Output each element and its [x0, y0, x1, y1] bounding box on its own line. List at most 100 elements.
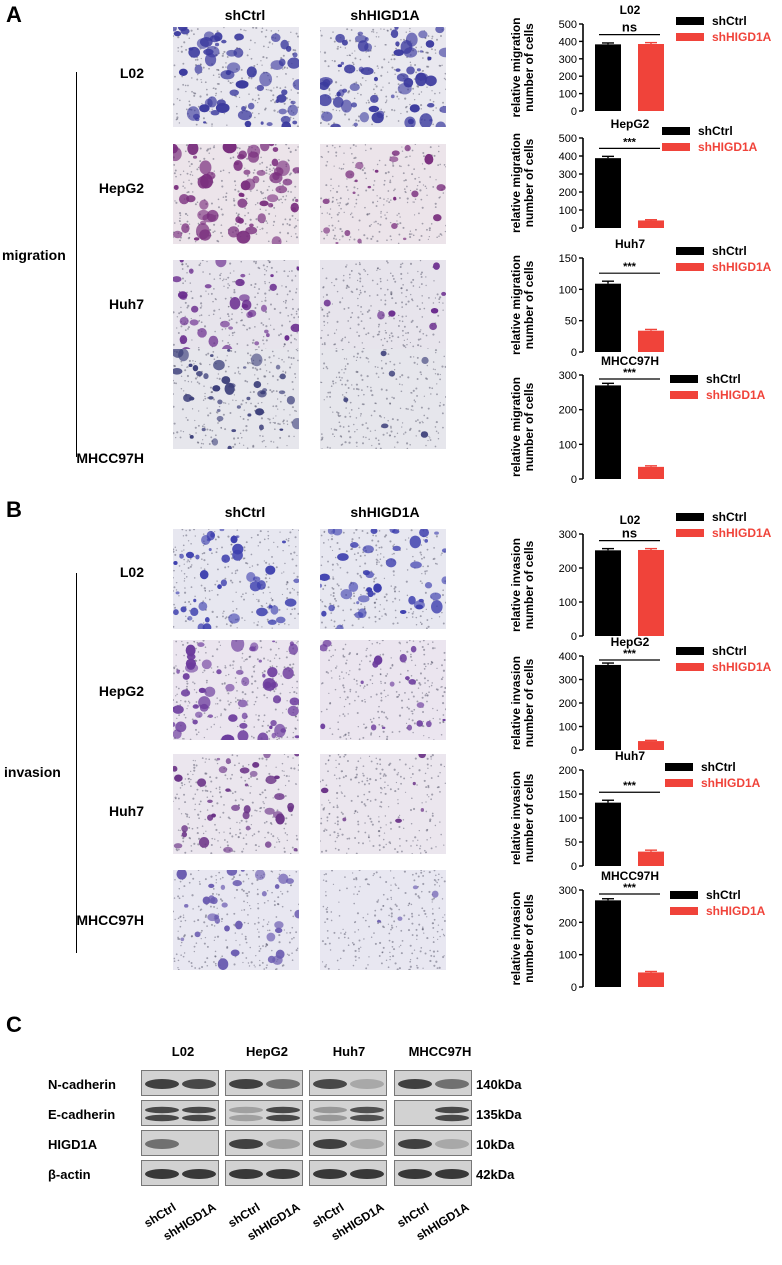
- bar: [638, 220, 664, 228]
- significance-label: ***: [623, 367, 637, 379]
- y-tick-label: 500: [559, 19, 577, 31]
- wb-blot-strip: [309, 1100, 387, 1126]
- y-tick-label: 300: [559, 529, 577, 541]
- chart-title: MHCC97H: [601, 869, 659, 883]
- y-tick-label: 100: [559, 597, 577, 609]
- wb-band: [398, 1139, 432, 1149]
- wb-band: [266, 1169, 300, 1179]
- y-tick-label: 300: [559, 370, 577, 382]
- wb-band: [266, 1139, 300, 1149]
- legend-swatch: [676, 647, 704, 655]
- wb-blot-strip: [394, 1130, 472, 1156]
- chart-title: HepG2: [611, 635, 650, 649]
- wb-band: [266, 1079, 300, 1089]
- y-tick-label: 300: [559, 675, 577, 687]
- legend-label: shHIGD1A: [706, 388, 766, 402]
- wb-band: [182, 1115, 216, 1121]
- y-axis-label: relative invasion: [509, 771, 523, 865]
- wb-band: [229, 1079, 263, 1089]
- wb-band: [182, 1107, 216, 1113]
- wb-blot-strip: [141, 1100, 219, 1126]
- wb-group-label-hepg2: HepG2: [224, 1044, 310, 1059]
- legend-label: shHIGD1A: [698, 140, 758, 154]
- y-axis-label: number of cells: [522, 23, 536, 112]
- y-axis-label: relative invasion: [509, 891, 523, 985]
- wb-band: [435, 1115, 469, 1121]
- legend-label: shCtrl: [712, 14, 747, 28]
- y-tick-label: 100: [559, 89, 577, 101]
- y-axis-label: relative invasion: [509, 656, 523, 750]
- legend-label: shCtrl: [698, 124, 733, 138]
- wb-band: [145, 1169, 179, 1179]
- significance-label: ***: [623, 882, 637, 894]
- y-tick-label: 200: [559, 405, 577, 417]
- bar: [595, 158, 621, 228]
- legend-swatch: [676, 513, 704, 521]
- significance-label: ***: [623, 648, 637, 660]
- wb-band: [266, 1107, 300, 1113]
- wb-band: [350, 1115, 384, 1121]
- legend-swatch: [662, 127, 690, 135]
- y-tick-label: 200: [559, 917, 577, 929]
- legend-swatch: [676, 33, 704, 41]
- legend-swatch: [670, 891, 698, 899]
- bar: [595, 665, 621, 750]
- y-axis-label: number of cells: [522, 138, 536, 227]
- legend-label: shHIGD1A: [712, 260, 772, 274]
- y-tick-label: 200: [559, 765, 577, 777]
- y-tick-label: 200: [559, 187, 577, 199]
- wb-band: [435, 1107, 469, 1113]
- wb-blot-strip: [394, 1100, 472, 1126]
- wb-protein-beta-actin: β-actin: [48, 1167, 91, 1182]
- y-tick-label: 100: [559, 205, 577, 217]
- wb-protein-e-cadherin: E-cadherin: [48, 1107, 115, 1122]
- y-axis-label: relative migration: [509, 255, 523, 355]
- wb-band: [182, 1169, 216, 1179]
- y-axis-label: relative migration: [509, 133, 523, 233]
- wb-size-140: 140kDa: [476, 1077, 522, 1092]
- legend-swatch: [676, 247, 704, 255]
- legend-swatch: [676, 663, 704, 671]
- wb-band: [145, 1079, 179, 1089]
- wb-blot-strip: [309, 1070, 387, 1096]
- wb-group-label-huh7: Huh7: [306, 1044, 392, 1059]
- y-tick-label: 0: [571, 474, 577, 486]
- wb-band: [182, 1079, 216, 1089]
- y-tick-label: 150: [559, 253, 577, 265]
- bar: [638, 550, 664, 636]
- legend-label: shHIGD1A: [706, 904, 766, 918]
- chart-title: L02: [620, 3, 641, 17]
- chart-title: HepG2: [611, 117, 650, 131]
- wb-band: [145, 1139, 179, 1149]
- wb-size-135: 135kDa: [476, 1107, 522, 1122]
- wb-band: [398, 1079, 432, 1089]
- wb-group-label-l02: L02: [140, 1044, 226, 1059]
- y-tick-label: 0: [571, 982, 577, 994]
- y-axis-label: number of cells: [522, 382, 536, 471]
- bar: [595, 803, 621, 866]
- wb-band: [435, 1079, 469, 1089]
- wb-band: [229, 1115, 263, 1121]
- wb-blot-strip: [225, 1160, 303, 1186]
- y-tick-label: 50: [565, 316, 577, 328]
- y-axis-label: number of cells: [522, 658, 536, 747]
- y-axis-label: number of cells: [522, 260, 536, 349]
- legend-label: shHIGD1A: [712, 660, 772, 674]
- y-tick-label: 200: [559, 698, 577, 710]
- wb-size-42: 42kDa: [476, 1167, 514, 1182]
- wb-band: [229, 1169, 263, 1179]
- y-axis-label: number of cells: [522, 540, 536, 629]
- wb-band: [313, 1115, 347, 1121]
- legend-label: shCtrl: [706, 888, 741, 902]
- legend-label: shHIGD1A: [701, 776, 761, 790]
- y-axis-label: relative invasion: [509, 538, 523, 632]
- y-axis-label: number of cells: [522, 894, 536, 983]
- wb-band: [435, 1139, 469, 1149]
- y-tick-label: 400: [559, 151, 577, 163]
- wb-blot-strip: [309, 1160, 387, 1186]
- wb-band: [398, 1169, 432, 1179]
- wb-protein-n-cadherin: N-cadherin: [48, 1077, 116, 1092]
- wb-band: [266, 1115, 300, 1121]
- significance-label: ***: [623, 261, 637, 273]
